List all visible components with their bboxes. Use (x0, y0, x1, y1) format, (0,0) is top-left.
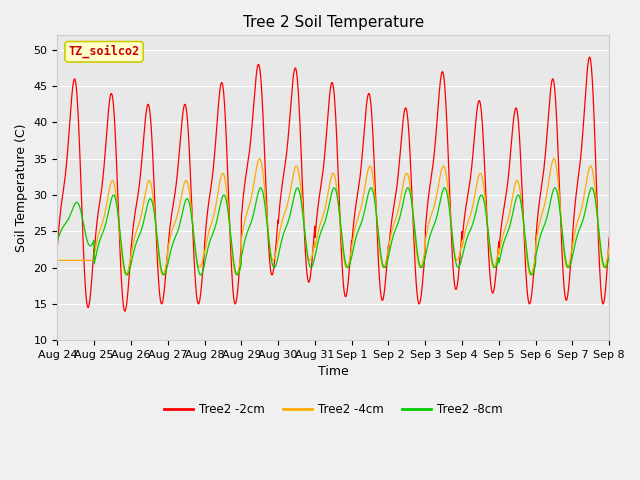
Tree2 -2cm (54, 243, 61, 249)
Line: Tree2 -4cm: Tree2 -4cm (58, 159, 609, 275)
Tree2 -8cm (362, 203, 369, 209)
Tree2 -4cm (122, 272, 130, 278)
Tree2 -2cm (207, 180, 215, 186)
Title: Tree 2 Soil Temperature: Tree 2 Soil Temperature (243, 15, 424, 30)
Tree2 -2cm (121, 308, 129, 314)
Tree2 -8cm (257, 185, 264, 191)
Tree2 -8cm (207, 234, 215, 240)
Line: Tree2 -2cm: Tree2 -2cm (58, 57, 609, 311)
Tree2 -8cm (605, 254, 613, 260)
Tree2 -2cm (557, 216, 564, 221)
Tree2 -2cm (349, 223, 357, 229)
Tree2 -2cm (362, 114, 369, 120)
Tree2 -4cm (256, 156, 264, 162)
Tree2 -2cm (494, 251, 502, 256)
Tree2 -8cm (572, 236, 580, 242)
Tree2 -4cm (54, 257, 61, 263)
Tree2 -4cm (557, 214, 564, 219)
Legend: Tree2 -2cm, Tree2 -4cm, Tree2 -8cm: Tree2 -2cm, Tree2 -4cm, Tree2 -8cm (159, 398, 508, 420)
Tree2 -4cm (207, 220, 215, 226)
Tree2 -4cm (494, 250, 502, 256)
X-axis label: Time: Time (318, 365, 349, 379)
Tree2 -8cm (557, 217, 564, 223)
Tree2 -4cm (572, 224, 580, 229)
Tree2 -8cm (350, 244, 358, 250)
Tree2 -2cm (572, 193, 580, 199)
Y-axis label: Soil Temperature (C): Soil Temperature (C) (15, 123, 28, 252)
Tree2 -8cm (54, 237, 61, 243)
Tree2 -2cm (605, 235, 613, 240)
Tree2 -8cm (124, 272, 131, 278)
Tree2 -4cm (362, 180, 369, 185)
Text: TZ_soilco2: TZ_soilco2 (68, 45, 140, 59)
Tree2 -8cm (494, 258, 502, 264)
Tree2 -2cm (586, 54, 593, 60)
Line: Tree2 -8cm: Tree2 -8cm (58, 188, 609, 275)
Tree2 -4cm (350, 233, 358, 239)
Tree2 -4cm (605, 244, 613, 250)
